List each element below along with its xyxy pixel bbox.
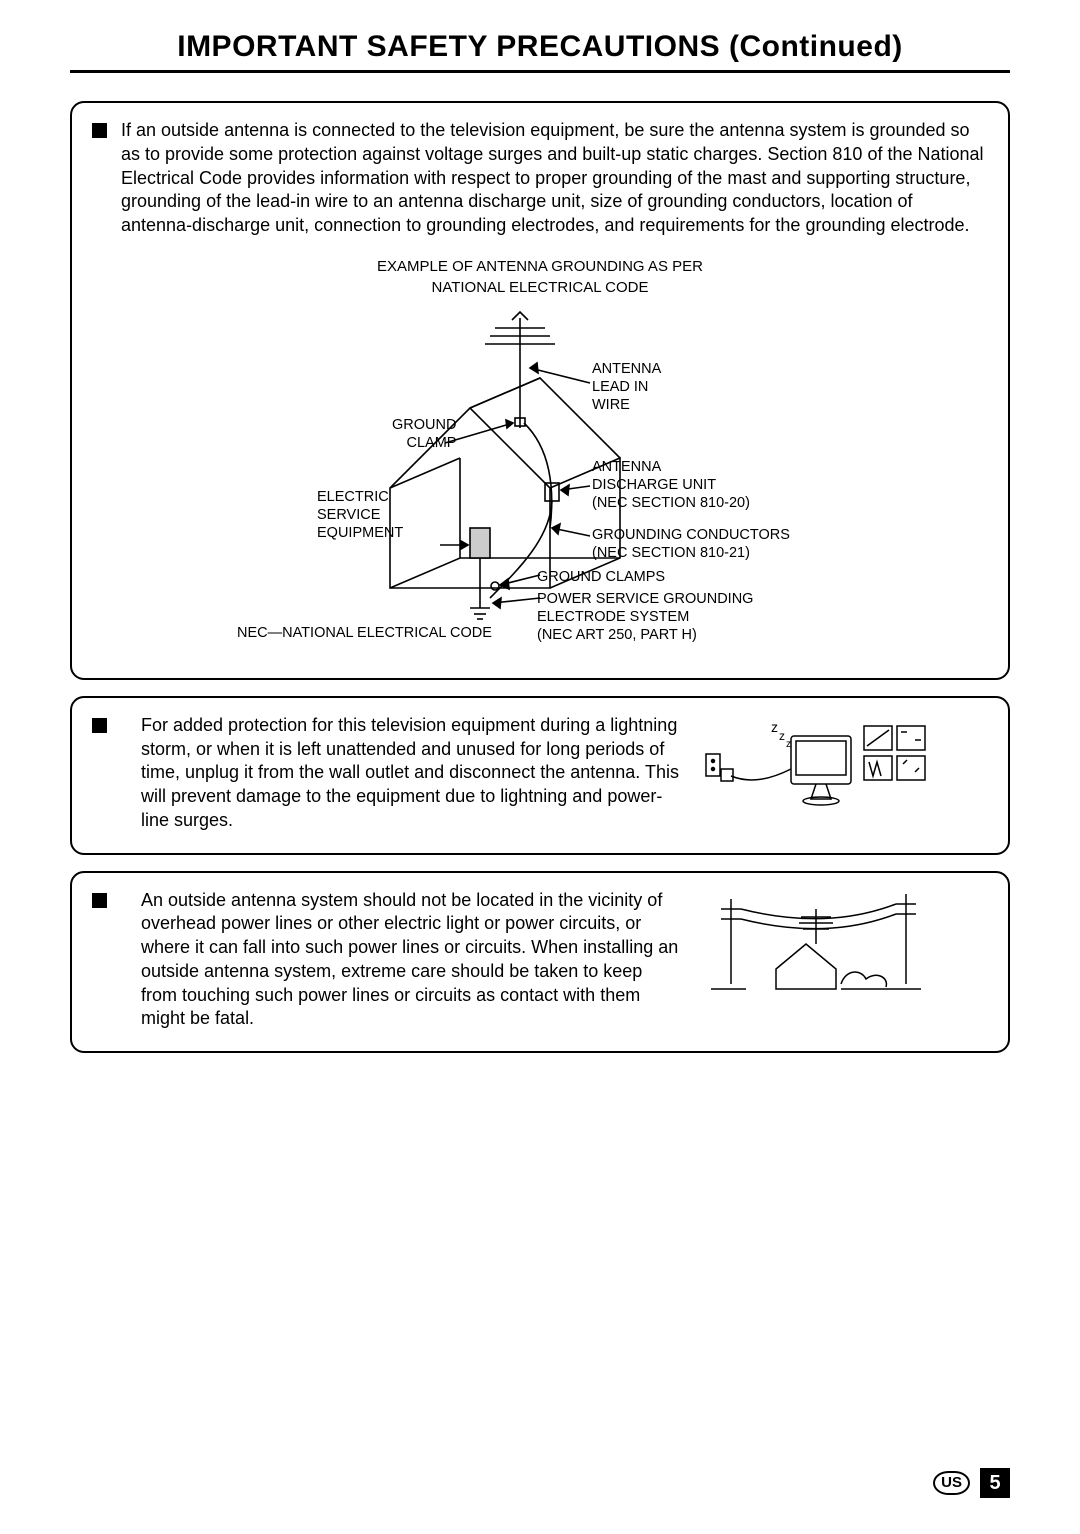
power-line-illustration	[701, 889, 931, 1009]
label-antenna-lead: ANTENNALEAD INWIRE	[592, 360, 661, 414]
safety-box-antenna-grounding: If an outside antenna is connected to th…	[70, 101, 1010, 680]
page-number: 5	[980, 1468, 1010, 1498]
diagram-caption: EXAMPLE OF ANTENNA GROUNDING AS PER NATI…	[92, 256, 988, 298]
bullet-icon	[92, 718, 107, 733]
title-bar: IMPORTANT SAFETY PRECAUTIONS (Continued)	[70, 30, 1010, 73]
svg-text:z: z	[771, 719, 778, 735]
label-grounding-conductors: GROUNDING CONDUCTORS(NEC SECTION 810-21)	[592, 526, 790, 562]
safety-box-lightning: For added protection for this television…	[70, 696, 1010, 855]
page-footer: US 5	[933, 1468, 1010, 1498]
caption-line2: NATIONAL ELECTRICAL CODE	[432, 279, 649, 296]
box1-text: If an outside antenna is connected to th…	[121, 119, 988, 238]
bullet-icon	[92, 123, 107, 138]
label-ground-clamps: GROUND CLAMPS	[537, 568, 665, 586]
antenna-grounding-diagram: GROUNDCLAMP ELECTRICSERVICEEQUIPMENT NEC…	[92, 308, 988, 658]
label-nec-note: NEC—NATIONAL ELECTRICAL CODE	[237, 624, 492, 642]
label-ground-clamp: GROUNDCLAMP	[392, 416, 456, 452]
label-electric-service: ELECTRICSERVICEEQUIPMENT	[317, 488, 403, 542]
region-badge: US	[933, 1471, 970, 1495]
box3-text: An outside antenna system should not be …	[141, 889, 681, 1032]
tv-unplug-illustration: z z z	[701, 714, 931, 814]
bullet-icon	[92, 893, 107, 908]
label-power-service: POWER SERVICE GROUNDINGELECTRODE SYSTEM(…	[537, 590, 753, 644]
page-title: IMPORTANT SAFETY PRECAUTIONS (Continued)	[70, 30, 1010, 64]
caption-line1: EXAMPLE OF ANTENNA GROUNDING AS PER	[377, 258, 703, 275]
label-discharge-unit: ANTENNADISCHARGE UNIT(NEC SECTION 810-20…	[592, 458, 750, 512]
safety-box-power-lines: An outside antenna system should not be …	[70, 871, 1010, 1054]
svg-text:z: z	[779, 729, 785, 743]
box2-text: For added protection for this television…	[141, 714, 681, 833]
